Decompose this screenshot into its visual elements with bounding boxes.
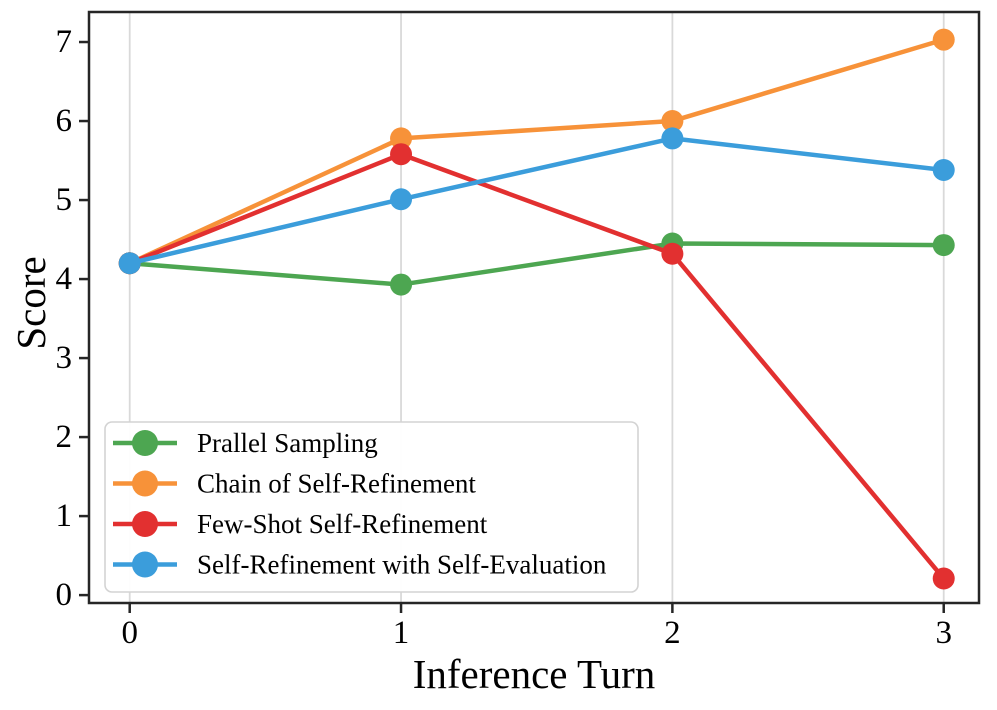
- legend-marker: [132, 430, 158, 456]
- data-point: [661, 127, 684, 150]
- y-axis-label: Score: [8, 256, 54, 349]
- data-point: [932, 159, 955, 182]
- y-tick-label: 2: [56, 419, 73, 455]
- data-point: [932, 567, 955, 590]
- data-point: [661, 110, 684, 133]
- y-tick-label: 1: [56, 498, 73, 534]
- data-point: [932, 28, 955, 51]
- legend-box: [104, 421, 639, 593]
- data-point: [390, 127, 413, 150]
- legend-item: Prallel Sampling: [113, 428, 378, 458]
- series-line-3: [129, 136, 944, 266]
- legend-label: Prallel Sampling: [197, 428, 378, 458]
- data-point: [661, 242, 684, 265]
- plot-area: [87, 10, 981, 605]
- data-point: [390, 143, 413, 166]
- x-tick-label: 0: [121, 615, 138, 651]
- data-point: [390, 273, 413, 296]
- legend-label: Chain of Self-Refinement: [197, 469, 476, 499]
- legend: Prallel Sampling Chain of Self-Refinement…: [104, 421, 639, 593]
- legend-marker: [132, 511, 158, 537]
- x-tick-label: 2: [664, 615, 681, 651]
- series-line-2: [128, 151, 946, 580]
- x-axis-ticks: 0 1 2 3: [121, 603, 952, 651]
- y-tick-label: 5: [56, 182, 73, 218]
- legend-marker: [132, 470, 158, 497]
- y-tick-label: 0: [56, 577, 73, 613]
- data-point: [118, 252, 141, 275]
- series-lines: [118, 28, 955, 590]
- x-tick-label: 3: [935, 615, 952, 651]
- legend-label: Few-Shot Self-Refinement: [197, 509, 488, 539]
- y-tick-label: 7: [56, 24, 73, 60]
- y-tick-label: 3: [56, 340, 73, 376]
- x-axis-label: Inference Turn: [413, 651, 656, 697]
- y-tick-label: 6: [56, 103, 73, 139]
- legend-item: Chain of Self-Refinement: [113, 469, 476, 499]
- y-tick-label: 4: [56, 261, 73, 297]
- data-point: [390, 188, 413, 211]
- legend-item: Few-Shot Self-Refinement: [113, 509, 488, 539]
- legend-item: Self-Refinement with Self-Evaluation: [113, 550, 607, 580]
- legend-label: Self-Refinement with Self-Evaluation: [197, 550, 607, 580]
- series-line-0: [129, 241, 944, 287]
- data-point: [932, 234, 955, 257]
- legend-marker: [132, 551, 158, 578]
- y-axis-ticks: 0 1 2 3 4 5 6 7: [56, 24, 89, 613]
- series-line-1: [128, 37, 945, 266]
- x-tick-label: 1: [393, 615, 410, 651]
